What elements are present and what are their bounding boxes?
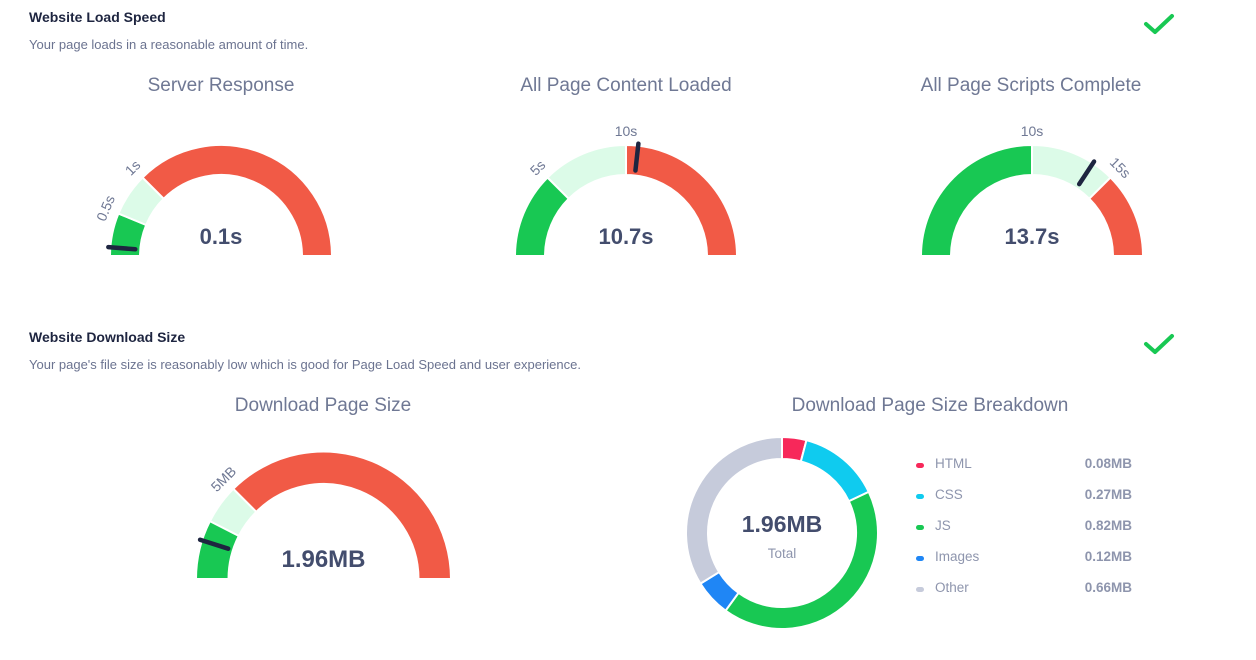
load-speed-title: Website Load Speed [29,9,166,25]
legend-swatch-images [916,556,924,561]
gauge-tick-label: 10s [1021,123,1044,139]
download-size-description: Your page's file size is reasonably low … [29,357,581,372]
gauge-needle [1076,159,1097,187]
legend-value: 0.82MB [1084,518,1132,533]
check-icon [1144,334,1174,354]
donut-total-label: Total [768,546,797,561]
gauge-content-loaded: 5s 10s 10.7s [513,123,739,257]
chart-title-size-breakdown: Download Page Size Breakdown [791,395,1069,416]
legend-value: 0.66MB [1084,580,1132,595]
gauge-needle [633,141,641,173]
gauge-value: 0.1s [200,224,243,249]
gauge-needle [197,537,231,551]
legend-value: 0.27MB [1084,487,1132,502]
gauge-band-bad [231,450,453,580]
gauge-value: 10.7s [598,224,653,249]
download-size-title: Website Download Size [29,329,186,345]
legend-swatch-html [916,463,924,468]
gauge-title-download-size: Download Page Size [234,395,412,416]
gauge-band-bad [141,144,334,257]
legend-item-images: Images 0.12MB [916,549,1136,580]
gauge-band-ok [546,143,627,201]
legend-item-js: JS 0.82MB [916,518,1136,549]
check-icon [1144,14,1174,34]
breakdown-legend: HTML 0.08MB CSS 0.27MB JS 0.82MB Images … [916,456,1136,611]
gauge-tick-label: 1s [122,157,144,179]
legend-value: 0.12MB [1084,549,1132,564]
legend-swatch-css [916,494,924,499]
donut-total-value: 1.96MB [742,511,823,537]
donut-slice-other[interactable] [685,435,783,586]
gauge-tick-label: 0.5s [93,193,118,224]
legend-swatch-other [916,587,924,592]
gauge-title-server-response: Server Response [147,75,295,96]
legend-value: 0.08MB [1084,456,1132,471]
donut-size-breakdown: 1.96MB Total [685,435,879,630]
gauge-tick-label: 10s [615,123,638,139]
legend-item-css: CSS 0.27MB [916,487,1136,518]
legend-item-other: Other 0.66MB [916,580,1136,611]
load-speed-description: Your page loads in a reasonable amount o… [29,37,309,52]
legend-label: JS [935,518,951,533]
gauge-tick-label: 5s [527,157,549,179]
legend-label: Other [935,580,969,595]
gauge-band-bad [625,143,739,257]
gauge-value: 1.96MB [281,546,365,573]
legend-swatch-js [916,525,924,530]
gauge-band-bad [1087,176,1145,257]
gauge-title-content-loaded: All Page Content Loaded [520,75,732,96]
gauge-needle [106,244,138,252]
gauge-title-scripts-complete: All Page Scripts Complete [920,75,1142,96]
gauge-value: 13.7s [1004,224,1059,249]
donut-slice-css[interactable] [799,438,871,503]
legend-item-html: HTML 0.08MB [916,456,1136,487]
legend-label: CSS [935,487,963,502]
legend-label: Images [935,549,980,564]
legend-label: HTML [935,456,972,471]
